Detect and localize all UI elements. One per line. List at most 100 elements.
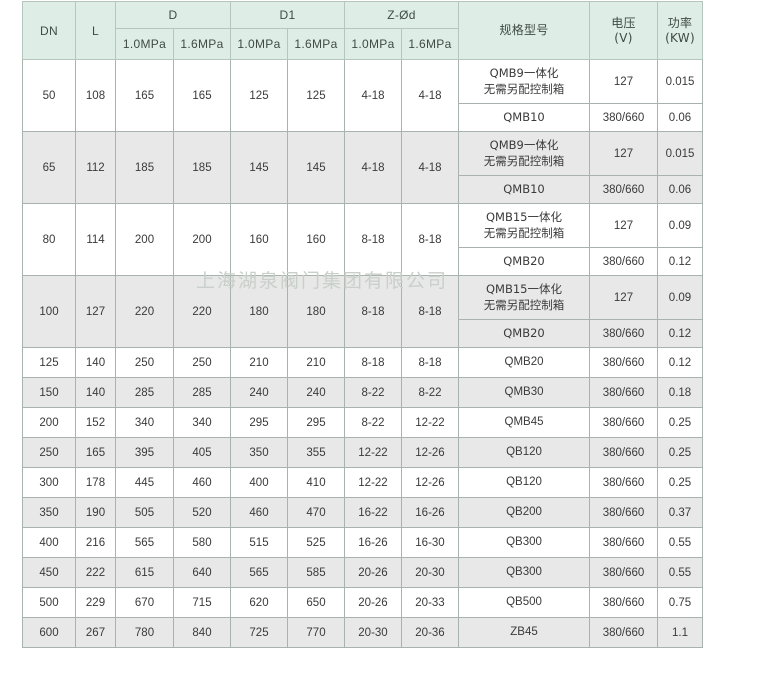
cell-zod-1.0mpa: 8-18 — [344, 347, 402, 378]
cell-model: QMB45 — [458, 407, 590, 438]
cell-d1-1.0mpa: 350 — [230, 437, 288, 468]
cell-d-1.6mpa: 715 — [173, 587, 231, 618]
cell-d-1.0mpa: 200 — [115, 203, 174, 276]
cell-d-1.6mpa: 405 — [173, 437, 231, 468]
cell-power: 0.015 — [657, 59, 703, 104]
cell-d1-1.0mpa: 210 — [230, 347, 288, 378]
cell-l: 140 — [75, 377, 116, 408]
cell-power: 0.06 — [657, 175, 703, 204]
cell-d-1.6mpa: 840 — [173, 617, 231, 648]
cell-zod-1.0mpa: 20-26 — [344, 587, 402, 618]
cell-dn: 600 — [22, 617, 76, 648]
cell-voltage: 380/660 — [589, 247, 658, 276]
table-row: 65 112 185 185 145 145 4-18 4-18 QMB9一体化 无需另配控制箱 1… — [22, 131, 703, 204]
table-row: 500 229 670 715 620 650 20-26 20-33 QB500 380/660… — [22, 587, 703, 618]
cell-model: QMB20 — [458, 319, 590, 348]
cell-d-1.0mpa: 220 — [115, 275, 174, 348]
cell-zod-1.0mpa: 12-22 — [344, 437, 402, 468]
cell-d-1.6mpa: 220 — [173, 275, 231, 348]
cell-d1-1.6mpa: 770 — [287, 617, 345, 648]
cell-model: QB300 — [458, 527, 590, 558]
table-row: 80 114 200 200 160 160 8-18 8-18 QMB15一体化 无需另配控制箱… — [22, 203, 703, 276]
cell-power: 0.06 — [657, 103, 703, 132]
cell-model: QB300 — [458, 557, 590, 588]
cell-voltage: 380/660 — [589, 437, 658, 468]
model-line-2: 无需另配控制箱 — [483, 297, 565, 312]
table-row: 600 267 780 840 725 770 20-30 20-36 ZB45 380/660 1… — [22, 617, 703, 648]
table-row: 400 216 565 580 515 525 16-26 16-30 QB300 380/660… — [22, 527, 703, 558]
cell-d1-1.0mpa: 160 — [230, 203, 288, 276]
cell-zod-1.6mpa: 12-22 — [401, 407, 459, 438]
cell-model: QMB15一体化 无需另配控制箱 — [458, 203, 590, 248]
cell-power: 0.25 — [657, 437, 703, 468]
column-header-voltage: 电压 (V) — [589, 1, 658, 60]
cell-d-1.6mpa: 460 — [173, 467, 231, 498]
cell-voltage: 380/660 — [589, 617, 658, 648]
column-header-power: 功率 (KW) — [657, 1, 703, 60]
cell-d1-1.6mpa: 210 — [287, 347, 345, 378]
power-header-unit: (KW) — [665, 30, 695, 45]
cell-voltage: 380/660 — [589, 175, 658, 204]
cell-dn: 450 — [22, 557, 76, 588]
cell-zod-1.6mpa: 20-36 — [401, 617, 459, 648]
table-row: 100 127 220 220 180 180 8-18 8-18 QMB15一体化 无需另配控制… — [22, 275, 703, 348]
cell-l: 178 — [75, 467, 116, 498]
cell-l: 114 — [75, 203, 116, 276]
cell-l: 267 — [75, 617, 116, 648]
cell-voltage: 380/660 — [589, 407, 658, 438]
header-row-groups: DN L D D1 Z-Ød 规格型号 电压 (V) 功率 (KW) — [22, 1, 703, 60]
cell-d1-1.0mpa: 460 — [230, 497, 288, 528]
column-header-d1-1.6mpa: 1.6MPa — [287, 28, 345, 60]
cell-d-1.0mpa: 780 — [115, 617, 174, 648]
cell-dn: 50 — [22, 59, 76, 132]
cell-d1-1.6mpa: 650 — [287, 587, 345, 618]
cell-d-1.6mpa: 200 — [173, 203, 231, 276]
table-header: DN L D D1 Z-Ød 规格型号 电压 (V) 功率 (KW) 1.0MPa … — [22, 1, 703, 60]
cell-d1-1.6mpa: 160 — [287, 203, 345, 276]
cell-voltage: 380/660 — [589, 527, 658, 558]
cell-d-1.0mpa: 395 — [115, 437, 174, 468]
cell-zod-1.6mpa: 20-33 — [401, 587, 459, 618]
column-header-zod-1.6mpa: 1.6MPa — [401, 28, 459, 60]
cell-d1-1.0mpa: 515 — [230, 527, 288, 558]
table-row: 50 108 165 165 125 125 4-18 4-18 QMB9一体化 无需另配控制箱 1… — [22, 59, 703, 132]
cell-model: QB120 — [458, 467, 590, 498]
cell-model: QMB10 — [458, 103, 590, 132]
cell-l: 127 — [75, 275, 116, 348]
cell-zod-1.0mpa: 8-22 — [344, 377, 402, 408]
cell-d1-1.0mpa: 620 — [230, 587, 288, 618]
header-row-pressures: 1.0MPa 1.6MPa 1.0MPa 1.6MPa 1.0MPa 1.6MP… — [23, 28, 703, 60]
cell-voltage: 127 — [589, 59, 658, 104]
model-line-1: QMB9一体化 — [489, 65, 559, 80]
cell-power: 0.12 — [657, 319, 703, 348]
voltage-header-unit: (V) — [614, 30, 633, 45]
cell-voltage: 380/660 — [589, 347, 658, 378]
cell-model: QMB9一体化 无需另配控制箱 — [458, 131, 590, 176]
cell-zod-1.0mpa: 8-18 — [344, 203, 402, 276]
table-row: 200 152 340 340 295 295 8-22 12-22 QMB45 380/660 0… — [22, 407, 703, 438]
cell-l: 222 — [75, 557, 116, 588]
cell-voltage: 380/660 — [589, 557, 658, 588]
cell-d-1.0mpa: 615 — [115, 557, 174, 588]
cell-l: 108 — [75, 59, 116, 132]
cell-model: QMB15一体化 无需另配控制箱 — [458, 275, 590, 320]
cell-voltage: 380/660 — [589, 103, 658, 132]
column-header-d1-1.0mpa: 1.0MPa — [230, 28, 288, 60]
column-group-header-zod: Z-Ød — [344, 1, 459, 29]
cell-zod-1.6mpa: 16-26 — [401, 497, 459, 528]
cell-d-1.6mpa: 520 — [173, 497, 231, 528]
model-line-2: 无需另配控制箱 — [483, 225, 565, 240]
cell-model: QB120 — [458, 437, 590, 468]
table-row: 300 178 445 460 400 410 12-22 12-26 QB120 380/660… — [22, 467, 703, 498]
cell-voltage: 127 — [589, 131, 658, 176]
table-row: 250 165 395 405 350 355 12-22 12-26 QB120 380/660… — [22, 437, 703, 468]
cell-d-1.0mpa: 565 — [115, 527, 174, 558]
cell-power: 0.015 — [657, 131, 703, 176]
voltage-header-label: 电压 — [611, 15, 636, 30]
cell-d-1.6mpa: 185 — [173, 131, 231, 204]
cell-dn: 125 — [22, 347, 76, 378]
cell-voltage: 127 — [589, 203, 658, 248]
cell-l: 140 — [75, 347, 116, 378]
model-line-2: 无需另配控制箱 — [483, 81, 565, 96]
